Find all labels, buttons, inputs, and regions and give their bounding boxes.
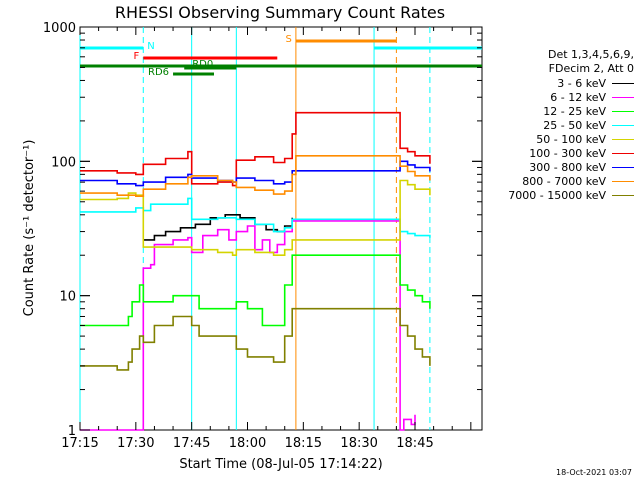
series-line bbox=[80, 220, 416, 431]
x-tick-label: 17:45 bbox=[173, 436, 210, 451]
flag-label: F bbox=[134, 51, 140, 62]
legend-header-line: Det 1,3,4,5,6,9, bbox=[547, 48, 634, 61]
legend-swatch bbox=[612, 124, 634, 126]
y-tick-label: 10 bbox=[59, 290, 76, 305]
y-axis-label: Count Rate (s⁻¹ detector⁻¹) bbox=[22, 140, 37, 317]
flag-label: N bbox=[147, 41, 154, 52]
series-line bbox=[80, 111, 431, 187]
legend-entry: 6 - 12 keV bbox=[474, 90, 634, 104]
legend-label: 3 - 6 keV bbox=[557, 76, 606, 90]
flag-bars: N S F RD0 RD6 bbox=[80, 34, 482, 78]
legend-swatch bbox=[612, 110, 634, 112]
y-tick-label: 1 bbox=[68, 424, 76, 439]
legend-swatch bbox=[612, 194, 634, 196]
y-tick-label: 1000 bbox=[43, 21, 76, 36]
x-tick-label: 18:00 bbox=[229, 436, 266, 451]
legend-label: 50 - 100 keV bbox=[536, 132, 606, 146]
y-axis: 1 10 100 1000 bbox=[43, 21, 482, 439]
legend-label: 800 - 7000 keV bbox=[522, 174, 606, 188]
y-tick-label: 100 bbox=[51, 155, 76, 170]
plot-frame bbox=[79, 26, 483, 431]
legend-swatch bbox=[612, 180, 634, 182]
series-lines bbox=[80, 111, 431, 431]
series-line bbox=[80, 197, 431, 238]
legend: Det 1,3,4,5,6,9, FDecim 2, Att 0 3 - 6 k… bbox=[474, 48, 634, 202]
series-line bbox=[80, 155, 431, 197]
legend-swatch bbox=[612, 82, 634, 84]
legend-label: 300 - 800 keV bbox=[529, 160, 606, 174]
x-axis: 17:15 17:30 17:45 18:00 18:15 18:30 18:45 bbox=[61, 27, 472, 451]
legend-entry: 100 - 300 keV bbox=[474, 146, 634, 160]
legend-swatch bbox=[612, 166, 634, 168]
legend-entry: 50 - 100 keV bbox=[474, 132, 634, 146]
legend-swatch bbox=[612, 152, 634, 154]
flag-label: S bbox=[286, 34, 292, 45]
legend-swatch bbox=[612, 138, 634, 140]
x-tick-label: 18:15 bbox=[285, 436, 322, 451]
legend-label: 12 - 25 keV bbox=[543, 104, 606, 118]
flag-label: RD0 bbox=[192, 59, 213, 70]
x-tick-label: 18:30 bbox=[340, 436, 377, 451]
legend-label: 100 - 300 keV bbox=[529, 146, 606, 160]
legend-header-line: FDecim 2, Att 0 bbox=[548, 62, 634, 75]
legend-swatch bbox=[612, 96, 634, 98]
x-axis-label: Start Time (08-Jul-05 17:14:22) bbox=[179, 457, 382, 472]
series-line bbox=[80, 254, 431, 327]
legend-entry: 7000 - 15000 keV bbox=[474, 188, 634, 202]
legend-entry: 800 - 7000 keV bbox=[474, 174, 634, 188]
generated-date: 18-Oct-2021 03:07 bbox=[556, 468, 632, 477]
x-tick-label: 17:30 bbox=[117, 436, 154, 451]
legend-label: 6 - 12 keV bbox=[550, 90, 606, 104]
legend-entry: 25 - 50 keV bbox=[474, 118, 634, 132]
x-tick-label: 18:45 bbox=[396, 436, 433, 451]
legend-entry: 3 - 6 keV bbox=[474, 76, 634, 90]
flag-label: RD6 bbox=[148, 67, 169, 78]
x-tick-label: 17:15 bbox=[61, 436, 98, 451]
legend-entry: 300 - 800 keV bbox=[474, 160, 634, 174]
legend-entry: 12 - 25 keV bbox=[474, 104, 634, 118]
legend-label: 25 - 50 keV bbox=[543, 118, 606, 132]
legend-label: 7000 - 15000 keV bbox=[508, 188, 606, 202]
series-line bbox=[80, 307, 431, 371]
chart-title: RHESSI Observing Summary Count Rates bbox=[115, 3, 445, 22]
